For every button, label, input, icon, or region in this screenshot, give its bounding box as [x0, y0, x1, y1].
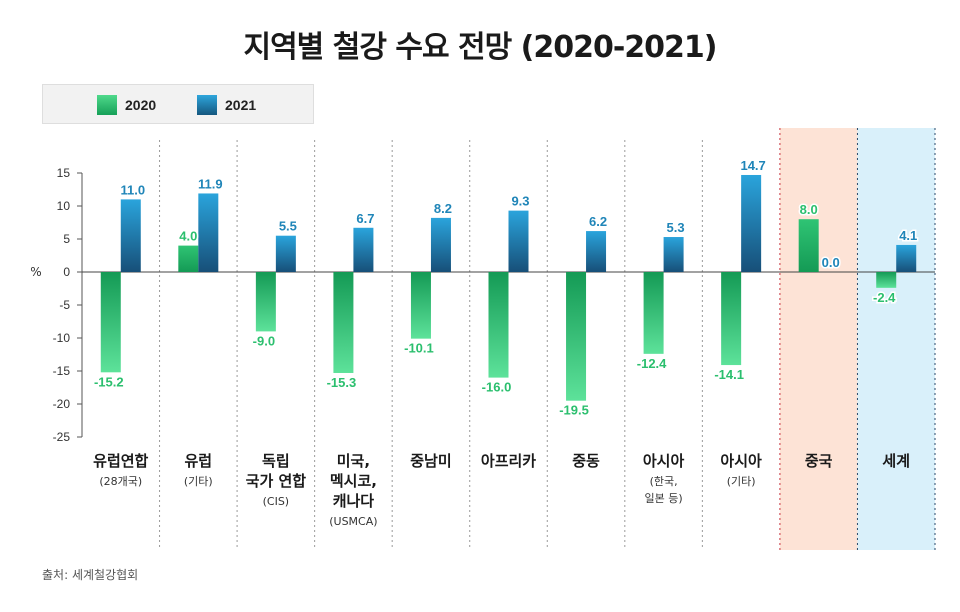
category-label: 독립 [262, 452, 290, 470]
y-axis-label: % [30, 265, 41, 279]
data-label-2021: 11.9 [198, 176, 223, 191]
category-sublabel: 일본 등) [645, 491, 683, 505]
category-sublabel: (USMCA) [329, 515, 377, 528]
category-label: 중동 [572, 452, 600, 470]
y-tick-label: 15 [57, 166, 71, 180]
bar-2021 [120, 199, 141, 272]
bar-2020 [643, 272, 664, 354]
data-label-2020: 8.0 [800, 202, 818, 217]
bar-2021 [275, 235, 296, 272]
y-tick-label: -10 [53, 331, 71, 345]
y-tick-label: -20 [53, 397, 71, 411]
data-label-2021: 6.2 [589, 214, 607, 229]
world-highlight-bg [857, 128, 935, 550]
data-label-2021: 6.7 [356, 211, 374, 226]
bar-2020 [178, 245, 199, 272]
data-label-2021: 11.0 [120, 182, 145, 197]
y-tick-label: -5 [59, 298, 70, 312]
bar-2021 [663, 237, 684, 272]
data-label-2020: -19.5 [559, 403, 589, 418]
data-label-2020: -2.4 [873, 290, 896, 305]
category-label: 중국 [805, 452, 833, 470]
bar-2020 [100, 272, 121, 373]
data-label-2021: 8.2 [434, 201, 452, 216]
data-label-2020: -9.0 [253, 333, 275, 348]
china-highlight-bg [779, 128, 858, 550]
data-label-2021: 14.7 [740, 158, 765, 173]
data-label-2021: 4.1 [899, 228, 917, 243]
data-label-2021: 5.3 [667, 220, 685, 235]
bar-2021 [353, 227, 374, 272]
y-tick-label: 0 [63, 265, 70, 279]
category-label: 미국, [337, 452, 370, 470]
category-label: 아시아 [720, 452, 762, 470]
bar-2020 [876, 272, 897, 288]
legend-swatch-2020 [97, 95, 117, 115]
bar-2020 [333, 272, 354, 373]
bar-2021 [508, 210, 529, 272]
legend-label-2021: 2021 [225, 97, 257, 113]
bar-2020 [488, 272, 509, 378]
category-label: 유럽 [185, 452, 213, 470]
data-label-2020: -15.3 [327, 375, 357, 390]
legend-label-2020: 2020 [125, 97, 157, 113]
bar-2020 [255, 272, 276, 332]
category-label: 국가 연합 [246, 472, 307, 490]
category-label: 아프리카 [481, 452, 536, 470]
data-label-2021: 9.3 [511, 194, 529, 209]
bar-2020 [721, 272, 742, 366]
category-label: 세계 [882, 452, 910, 470]
legend: 2020 2021 [42, 84, 314, 124]
source-note: 출처: 세계철강협회 [42, 568, 139, 582]
data-label-2020: -10.1 [404, 341, 434, 356]
data-label-2020: -14.1 [714, 367, 744, 382]
bar-2021 [198, 193, 219, 272]
legend-item-2021: 2021 [197, 95, 256, 115]
data-label-2020: -16.0 [482, 380, 512, 395]
legend-item-2020: 2020 [97, 95, 156, 115]
bar-2021 [741, 174, 762, 272]
category-label: 중남미 [410, 452, 451, 470]
bar-2020 [566, 272, 587, 401]
bar-2021 [896, 244, 917, 272]
category-label: 캐나다 [333, 492, 375, 510]
data-label-2021: 5.5 [279, 219, 297, 234]
data-label-2020: -12.4 [637, 356, 667, 371]
category-sublabel: (CIS) [263, 495, 290, 508]
data-label-2020: 4.0 [179, 229, 197, 244]
data-label-2020: -15.2 [94, 374, 124, 389]
bar-2020 [410, 272, 431, 339]
bar-2020 [798, 219, 819, 272]
category-label: 유럽연합 [93, 452, 148, 470]
bar-2021 [430, 217, 451, 272]
category-label: 멕시코, [330, 472, 377, 490]
y-tick-label: -15 [53, 364, 71, 378]
category-sublabel: (기타) [727, 475, 756, 488]
data-label-2021: 0.0 [822, 255, 840, 270]
category-sublabel: (기타) [184, 475, 213, 488]
y-tick-label: -25 [53, 430, 71, 444]
category-sublabel: (28개국) [99, 475, 142, 488]
y-tick-label: 10 [57, 199, 71, 213]
y-tick-label: 5 [63, 232, 70, 246]
category-label: 아시아 [643, 452, 685, 470]
category-sublabel: (한국, [650, 475, 678, 488]
bar-2021 [586, 231, 607, 272]
chart-title: 지역별 철강 수요 전망 (2020-2021) [243, 30, 717, 65]
legend-swatch-2021 [197, 95, 217, 115]
